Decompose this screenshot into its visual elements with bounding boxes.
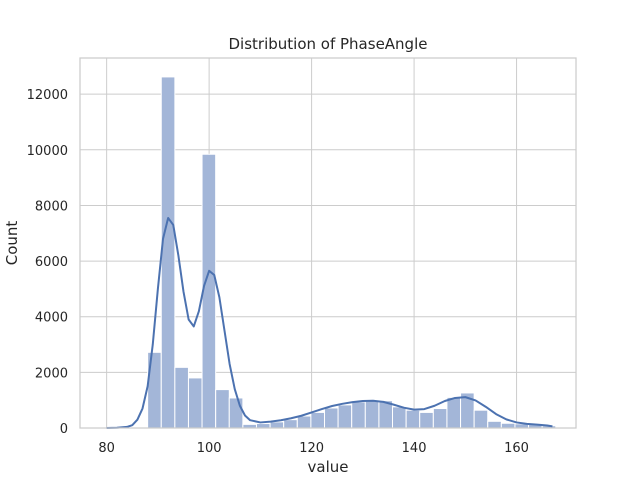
histogram-bar <box>500 422 516 429</box>
histogram-bar <box>201 153 217 429</box>
y-axis-label: Count <box>3 221 21 266</box>
x-tick-label: 160 <box>504 441 529 456</box>
histogram-bar <box>160 76 176 429</box>
histogram-bar <box>337 404 353 429</box>
y-tick-label: 4000 <box>35 311 68 326</box>
histogram-bar <box>446 396 462 429</box>
y-tick-label: 6000 <box>35 255 68 270</box>
histogram-bars <box>147 76 557 429</box>
histogram-bar <box>473 409 489 429</box>
histogram-bar <box>351 401 366 429</box>
histogram-bar <box>255 423 271 429</box>
histogram-bar <box>487 420 502 429</box>
histogram-bar <box>364 399 380 429</box>
histogram-bar <box>392 406 407 429</box>
histogram-bar <box>419 411 434 429</box>
histogram-bar <box>283 419 298 429</box>
histogram-bar <box>310 411 325 429</box>
x-tick-label: 100 <box>197 441 222 456</box>
x-tick-label: 120 <box>299 441 324 456</box>
plot-frame <box>79 57 577 429</box>
histogram-bar <box>296 415 312 429</box>
histogram-bar <box>187 377 203 429</box>
y-axis-ticks: 0 2000 4000 6000 8000 10000 12000 <box>27 88 68 437</box>
y-tick-label: 10000 <box>27 144 68 159</box>
histogram-bar <box>324 407 339 429</box>
x-tick-label: 80 <box>98 441 115 456</box>
histogram-bar <box>215 389 230 429</box>
histogram-bar <box>269 421 285 429</box>
kde-line <box>106 216 553 429</box>
x-tick-label: 140 <box>402 441 427 456</box>
histogram-bar <box>405 409 421 429</box>
y-tick-label: 8000 <box>35 199 68 214</box>
x-axis-ticks: 80 100 120 140 160 <box>98 441 529 456</box>
histogram-bar <box>228 397 244 429</box>
histogram-bar <box>432 408 448 429</box>
y-tick-label: 2000 <box>35 366 68 381</box>
y-tick-label: 0 <box>60 422 68 437</box>
x-axis-label: value <box>308 458 349 476</box>
chart-title: Distribution of PhaseAngle <box>229 35 428 53</box>
kde-curve <box>106 216 553 429</box>
y-tick-label: 12000 <box>27 88 68 103</box>
histogram-bar <box>174 366 189 429</box>
